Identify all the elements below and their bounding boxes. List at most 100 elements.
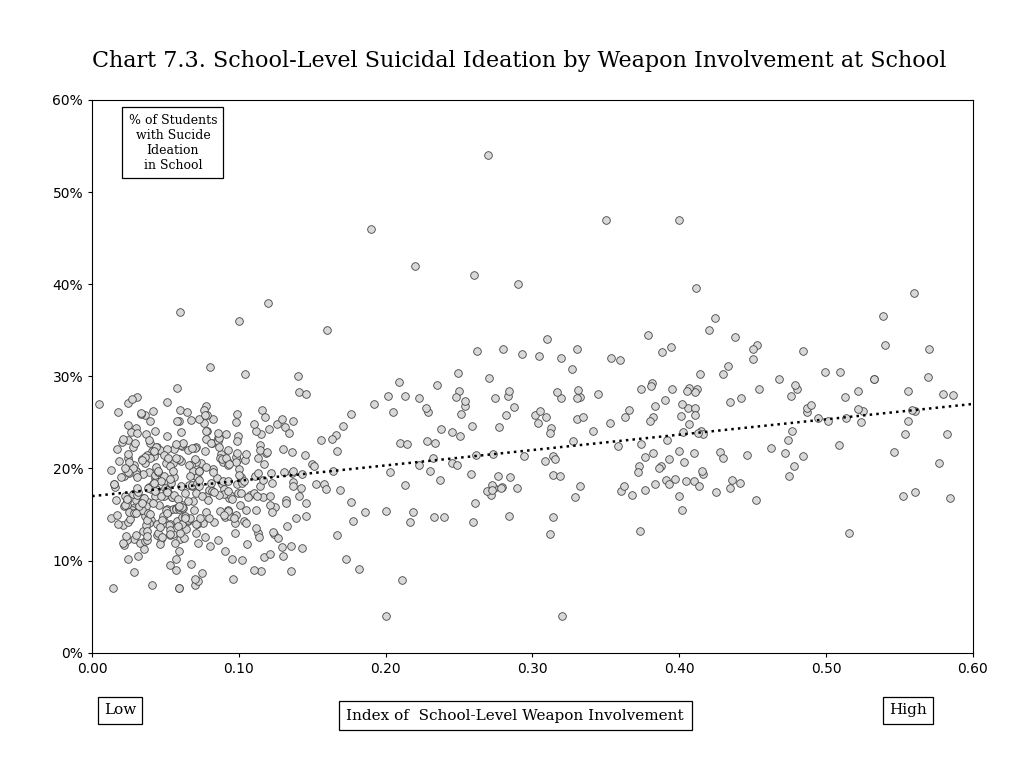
Point [196, 404, 212, 416]
Point [159, 506, 175, 518]
Point [216, 508, 232, 521]
Point [228, 456, 245, 468]
Point [188, 518, 205, 530]
Point [278, 497, 294, 509]
Point [285, 415, 301, 427]
Point [205, 462, 221, 475]
Point [190, 474, 207, 486]
Point [122, 513, 138, 525]
Text: Low: Low [103, 703, 136, 717]
Point [288, 512, 304, 525]
Point [831, 366, 848, 379]
Point [179, 406, 196, 419]
Point [140, 481, 157, 493]
Point [280, 520, 296, 532]
Point [146, 485, 163, 498]
Point [674, 398, 690, 410]
Point [162, 528, 178, 540]
Point [495, 343, 511, 355]
Point [256, 411, 272, 423]
Point [147, 475, 164, 487]
Point [147, 490, 164, 502]
Point [173, 501, 189, 513]
Point [108, 481, 124, 493]
Point [168, 502, 184, 514]
Point [643, 380, 659, 392]
Point [689, 427, 706, 439]
Point [230, 315, 247, 327]
Point [199, 425, 215, 437]
Point [263, 505, 280, 518]
Point [238, 504, 254, 516]
Point [201, 512, 217, 525]
Point [126, 458, 142, 471]
Point [674, 504, 690, 516]
Point [783, 425, 800, 437]
Point [724, 474, 740, 486]
Point [237, 515, 253, 527]
Point [159, 502, 175, 515]
Point [220, 458, 237, 471]
Point [266, 502, 283, 514]
Point [490, 421, 507, 433]
Point [169, 515, 185, 528]
Point [385, 406, 401, 419]
Point [146, 477, 163, 489]
Point [141, 508, 158, 521]
Point [164, 492, 180, 504]
Point [457, 395, 473, 407]
Point [206, 516, 222, 528]
Point [397, 479, 414, 492]
Point [210, 489, 226, 502]
Point [809, 412, 825, 425]
Point [653, 346, 670, 358]
Point [168, 553, 184, 565]
Point [229, 478, 246, 490]
Point [203, 484, 219, 496]
Point [225, 573, 242, 585]
Point [134, 454, 151, 466]
Point [198, 400, 214, 412]
Point [820, 415, 837, 428]
Point [537, 455, 553, 467]
Point [210, 534, 226, 546]
Point [128, 494, 144, 506]
Point [663, 341, 679, 353]
Point [129, 505, 145, 518]
Point [689, 382, 706, 395]
Point [120, 552, 136, 564]
Point [803, 399, 819, 411]
Point [138, 525, 155, 538]
Point [125, 488, 141, 500]
Point [174, 518, 190, 530]
Point [171, 453, 187, 465]
Point [749, 339, 765, 351]
Point [151, 465, 167, 477]
Point [639, 329, 655, 342]
Point [184, 465, 201, 478]
Point [160, 505, 176, 517]
Point [252, 480, 268, 492]
Point [180, 514, 197, 526]
Point [153, 475, 169, 488]
Point [143, 514, 160, 526]
Point [855, 405, 871, 417]
Point [134, 453, 151, 465]
Point [312, 434, 329, 446]
Point [214, 456, 230, 468]
Point [232, 487, 249, 499]
Point [120, 434, 136, 446]
Point [220, 456, 237, 468]
Point [681, 382, 697, 394]
Point [602, 417, 618, 429]
Point [751, 383, 767, 396]
Point [658, 433, 675, 445]
Point [565, 435, 582, 447]
Point [227, 517, 244, 529]
Point [637, 484, 653, 496]
Point [197, 445, 213, 457]
Point [275, 466, 292, 478]
Point [171, 582, 187, 594]
Point [900, 385, 916, 397]
Point [624, 489, 640, 502]
